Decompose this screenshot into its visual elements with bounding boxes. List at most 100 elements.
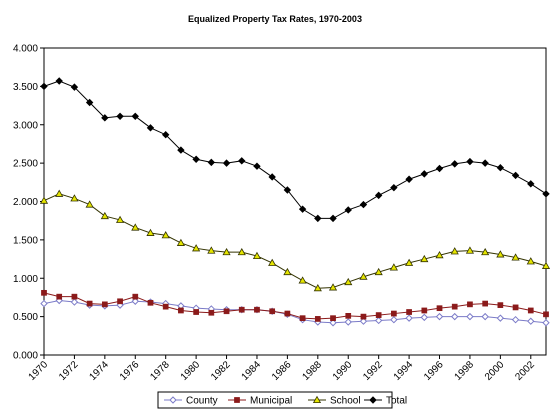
data-point-municipal (101, 301, 108, 308)
data-point-county (420, 313, 429, 322)
data-point-total (55, 77, 63, 85)
data-point-school (192, 244, 201, 252)
data-point-school (131, 223, 140, 231)
x-tick-label: 2002 (513, 359, 537, 383)
data-point-municipal (147, 299, 154, 306)
data-point-total (511, 171, 520, 180)
data-point-municipal (497, 302, 504, 308)
data-point-municipal (406, 309, 412, 315)
data-point-school (450, 247, 459, 255)
data-point-municipal (421, 307, 428, 314)
y-tick-label: 2.500 (13, 159, 38, 170)
data-point-municipal (132, 293, 139, 300)
data-point-total (420, 170, 429, 178)
data-point-school (283, 267, 292, 276)
data-point-total (238, 157, 246, 165)
data-point-county (329, 319, 337, 327)
data-point-county (542, 319, 550, 327)
data-point-school (176, 238, 185, 246)
data-point-municipal (254, 306, 260, 313)
x-tick-label: 1994 (392, 359, 416, 383)
data-point-municipal (543, 311, 549, 318)
data-point-school (313, 284, 322, 292)
series-lines (39, 77, 550, 327)
data-point-total (116, 112, 124, 121)
data-point-school (298, 276, 307, 284)
data-point-school (481, 247, 490, 256)
data-point-municipal (451, 303, 458, 310)
data-point-school (359, 272, 368, 280)
data-point-total (496, 164, 505, 172)
x-tick-label: 1984 (240, 359, 264, 383)
y-tick-label: 3.500 (13, 82, 38, 93)
data-point-total (283, 186, 292, 194)
data-point-municipal (86, 300, 93, 307)
data-point-total (329, 214, 337, 223)
data-point-school (526, 257, 535, 265)
legend-swatch-marker (234, 397, 240, 403)
y-axis-ticks: 0.000 0.500 1.000 1.500 2.000 2.500 3.000 3.500… (13, 44, 44, 362)
y-tick-label: 1.500 (13, 235, 38, 246)
data-point-municipal (375, 312, 382, 318)
data-point-school (541, 261, 550, 269)
data-point-total (466, 157, 474, 166)
data-point-total (527, 180, 535, 188)
data-point-total (451, 160, 459, 168)
x-tick-label: 1996 (422, 359, 446, 383)
data-point-county (70, 298, 79, 306)
data-point-total (481, 159, 489, 167)
data-point-total (390, 183, 398, 192)
plot-area (43, 47, 547, 356)
data-point-school (252, 251, 262, 259)
data-point-municipal (299, 315, 306, 322)
x-tick-label: 2000 (483, 359, 507, 383)
data-point-total (374, 191, 383, 200)
data-point-municipal (391, 310, 397, 317)
data-point-municipal (527, 307, 534, 314)
data-point-county (40, 299, 48, 308)
data-point-school (85, 200, 94, 208)
data-point-municipal (193, 309, 199, 315)
data-point-school (374, 267, 383, 276)
data-point-county (390, 315, 398, 324)
data-point-school (222, 247, 231, 256)
data-point-total (207, 158, 216, 167)
data-point-county (451, 312, 459, 321)
data-point-school (207, 246, 216, 254)
data-point-total (85, 98, 94, 107)
legend-item-school: School (308, 396, 361, 407)
x-tick-label: 1982 (209, 359, 233, 383)
x-tick-label: 1992 (361, 359, 385, 383)
data-point-county (466, 312, 474, 321)
legend: County Municipal School Total (157, 391, 407, 409)
x-tick-label: 1980 (179, 359, 203, 383)
data-point-municipal (345, 313, 352, 319)
y-tick-label: 1.000 (13, 274, 38, 285)
data-point-total (222, 159, 231, 167)
data-point-total (359, 200, 368, 209)
x-tick-label: 1978 (148, 359, 172, 383)
x-tick-label: 1976 (118, 359, 142, 383)
data-point-county (131, 297, 139, 305)
data-point-school (465, 246, 475, 254)
data-point-school (115, 215, 125, 223)
data-point-total (192, 155, 200, 163)
legend-swatch-marker (312, 395, 322, 404)
data-point-municipal (56, 293, 63, 300)
x-tick-label: 1990 (331, 359, 355, 383)
x-tick-label: 1998 (453, 359, 477, 383)
data-point-total (314, 214, 322, 223)
x-tick-label: 1974 (87, 359, 111, 383)
series-line-municipal (43, 292, 547, 320)
legend-item-county: County (164, 396, 218, 407)
data-point-municipal (284, 310, 291, 317)
data-point-municipal (223, 308, 230, 315)
data-point-school (70, 194, 79, 202)
data-point-school (146, 228, 155, 236)
data-point-school (389, 263, 398, 271)
data-point-municipal (512, 304, 519, 311)
y-tick-label: 2.000 (13, 197, 38, 208)
series-municipal (41, 289, 549, 322)
data-point-municipal (269, 308, 276, 315)
